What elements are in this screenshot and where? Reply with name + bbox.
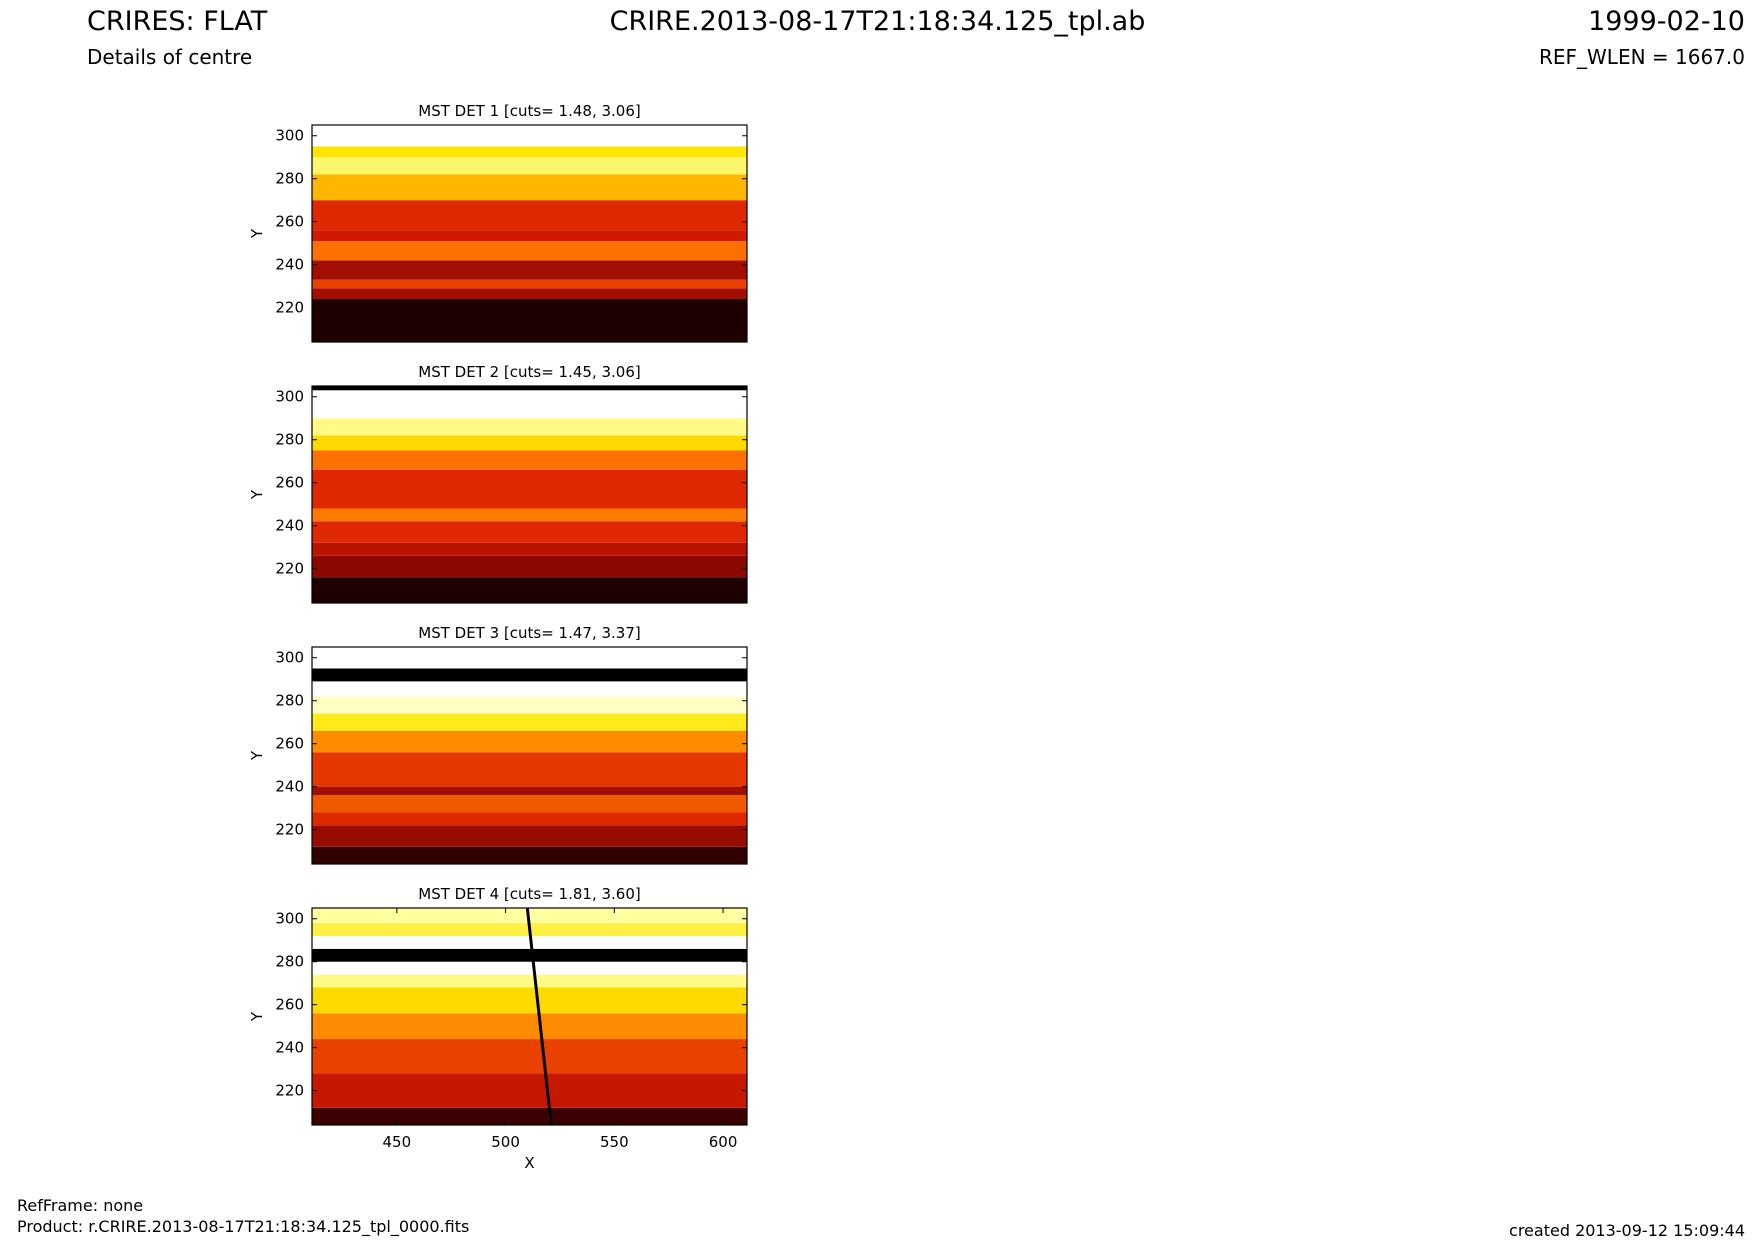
panel-4-artifact-line-1 <box>525 907 553 1126</box>
file-name: CRIRE.2013-08-17T21:18:34.125_tpl.ab <box>609 6 1146 37</box>
panel-2-band-5 <box>312 508 747 522</box>
panel-1-band-3 <box>312 279 747 289</box>
panel-4-ytick-label-300: 300 <box>275 910 304 928</box>
panel-4-xtick-label-550: 550 <box>600 1133 629 1151</box>
panel-2-ytick-label-300: 300 <box>275 388 304 406</box>
figure-title: CRIRES: FLAT <box>87 6 268 37</box>
panel-4-xtick-label-450: 450 <box>383 1133 412 1151</box>
panel-4-xtick-label-600: 600 <box>709 1133 738 1151</box>
panel-4-band-4 <box>312 1013 747 1040</box>
panel-3-band-10 <box>312 681 747 697</box>
panel-2-ytick-label-220: 220 <box>275 560 304 578</box>
panel-2-band-3 <box>312 542 747 556</box>
panel-4-band-5 <box>312 987 747 1014</box>
panel-4-band-7 <box>312 961 747 975</box>
panel-3-band-11 <box>312 668 747 682</box>
panel-2-band-1 <box>312 577 747 603</box>
panel-4-band-3 <box>312 1039 747 1074</box>
panel-4-frame <box>311 907 748 1126</box>
panel-3-ytick-label-280: 280 <box>275 692 304 710</box>
panel-1-band-8 <box>312 174 747 201</box>
panel-2-ytick-label-240: 240 <box>275 517 304 535</box>
panel-1-ytick-label-300: 300 <box>275 127 304 145</box>
panel-1-title: MST DET 1 [cuts= 1.48, 3.06] <box>418 102 641 120</box>
panel-1-band-5 <box>312 241 747 261</box>
panel-1-band-7 <box>312 200 747 231</box>
panel-2-ylabel: Y <box>248 489 266 500</box>
panel-2-title: MST DET 2 [cuts= 1.45, 3.06] <box>418 363 641 381</box>
created-timestamp: created 2013-09-12 15:09:44 <box>1509 1221 1745 1240</box>
panel-3-ytick-label-220: 220 <box>275 821 304 839</box>
panel-2-band-11 <box>312 386 747 391</box>
panel-1-ylabel: Y <box>248 228 266 239</box>
panel-3-band-3 <box>312 812 747 826</box>
panel-3-band-5 <box>312 786 747 796</box>
panel-1-ytick-label-280: 280 <box>275 170 304 188</box>
panel-4-xlabel: X <box>524 1154 534 1172</box>
panel-4-ytick-label-260: 260 <box>275 996 304 1014</box>
panel-1-band-6 <box>312 230 747 242</box>
panel-3-band-6 <box>312 752 747 787</box>
panel-3-title: MST DET 3 [cuts= 1.47, 3.37] <box>418 624 641 642</box>
panel-1-ytick-label-240: 240 <box>275 256 304 274</box>
panel-1-band-9 <box>312 157 747 175</box>
panel-3-band-4 <box>312 795 747 813</box>
reference-wavelength: REF_WLEN = 1667.0 <box>1538 45 1745 69</box>
panel-4-ytick-label-220: 220 <box>275 1082 304 1100</box>
panel-4-ytick-label-240: 240 <box>275 1039 304 1057</box>
panel-3-band-9 <box>312 696 747 714</box>
panel-2-frame <box>311 385 748 604</box>
panel-1-band-2 <box>312 288 747 300</box>
panel-1-band-1 <box>312 299 747 342</box>
panel-3-ylabel: Y <box>248 750 266 761</box>
figure-subtitle: Details of centre <box>87 45 253 69</box>
panel-1-ytick-label-220: 220 <box>275 299 304 317</box>
panel-3-ytick-label-260: 260 <box>275 735 304 753</box>
panel-3-frame <box>311 646 748 865</box>
product-label: Product: r.CRIRE.2013-08-17T21:18:34.125… <box>17 1217 470 1236</box>
panel-2-band-2 <box>312 555 747 578</box>
panel-3-band-1 <box>312 846 747 864</box>
panel-3-ytick-label-300: 300 <box>275 649 304 667</box>
panel-1-band-10 <box>312 146 747 158</box>
panel-4-ylabel: Y <box>248 1011 266 1022</box>
panel-4-band-1 <box>312 1107 747 1125</box>
panel-1-band-11 <box>312 125 747 147</box>
panel-4-xtick-label-500: 500 <box>491 1133 520 1151</box>
panel-3-band-12 <box>312 647 747 669</box>
panel-3-band-2 <box>312 825 747 847</box>
panel-2-band-8 <box>312 435 747 451</box>
panel-4-band-8 <box>312 948 747 962</box>
panel-2-ytick-label-280: 280 <box>275 431 304 449</box>
panel-2-ytick-label-260: 260 <box>275 474 304 492</box>
panel-4-band-2 <box>312 1073 747 1108</box>
panel-2-band-10 <box>312 390 747 419</box>
panel-4-band-6 <box>312 974 747 988</box>
panel-3-band-7 <box>312 730 747 753</box>
panel-4-title: MST DET 4 [cuts= 1.81, 3.60] <box>418 885 641 903</box>
panel-1-frame <box>311 124 748 343</box>
ref-frame-label: RefFrame: none <box>17 1196 144 1215</box>
observation-date: 1999-02-10 <box>1588 6 1745 37</box>
panel-1-ytick-label-260: 260 <box>275 213 304 231</box>
panel-4-ytick-label-280: 280 <box>275 953 304 971</box>
panel-4-band-9 <box>312 935 747 949</box>
panel-1-band-4 <box>312 260 747 280</box>
panel-2-band-6 <box>312 469 747 509</box>
panel-2-band-7 <box>312 450 747 470</box>
panel-3-ytick-label-240: 240 <box>275 778 304 796</box>
panel-2-band-9 <box>312 418 747 436</box>
panel-3-band-8 <box>312 713 747 731</box>
panel-2-band-4 <box>312 521 747 543</box>
